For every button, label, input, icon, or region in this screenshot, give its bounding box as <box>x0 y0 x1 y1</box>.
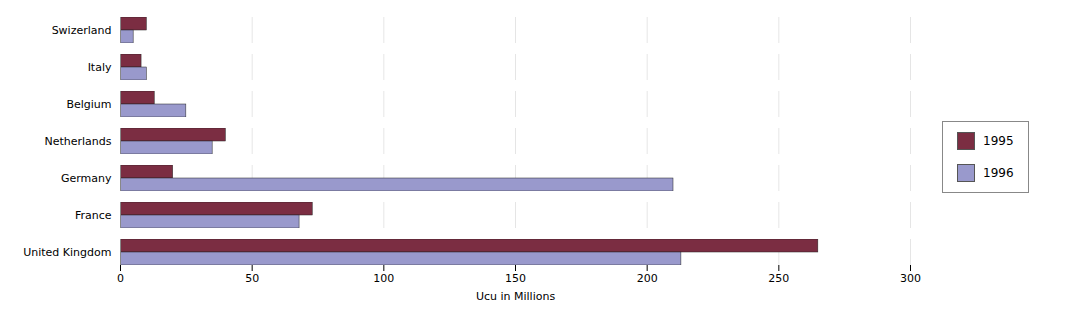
html-text:1996: 1996 <box>983 166 1014 180</box>
svg-text:France: France <box>75 209 112 222</box>
svg-text:200: 200 <box>637 272 658 285</box>
svg-text:50: 50 <box>245 272 259 285</box>
html-text:1995: 1995 <box>983 134 1014 148</box>
svg-text:250: 250 <box>768 272 789 285</box>
svg-text:100: 100 <box>373 272 394 285</box>
svg-text:Belgium: Belgium <box>66 98 111 111</box>
svg-text:Italy: Italy <box>88 61 112 74</box>
svg-text:Netherlands: Netherlands <box>44 135 111 148</box>
svg-text:United Kingdom: United Kingdom <box>23 246 111 259</box>
svg-text:Swizerland: Swizerland <box>52 24 112 37</box>
svg-text:150: 150 <box>505 272 526 285</box>
svg-text:300: 300 <box>900 272 921 285</box>
svg-text:Germany: Germany <box>61 172 112 185</box>
svg-text:0: 0 <box>117 272 124 285</box>
svg-text:Ucu in Millions: Ucu in Millions <box>476 290 556 303</box>
